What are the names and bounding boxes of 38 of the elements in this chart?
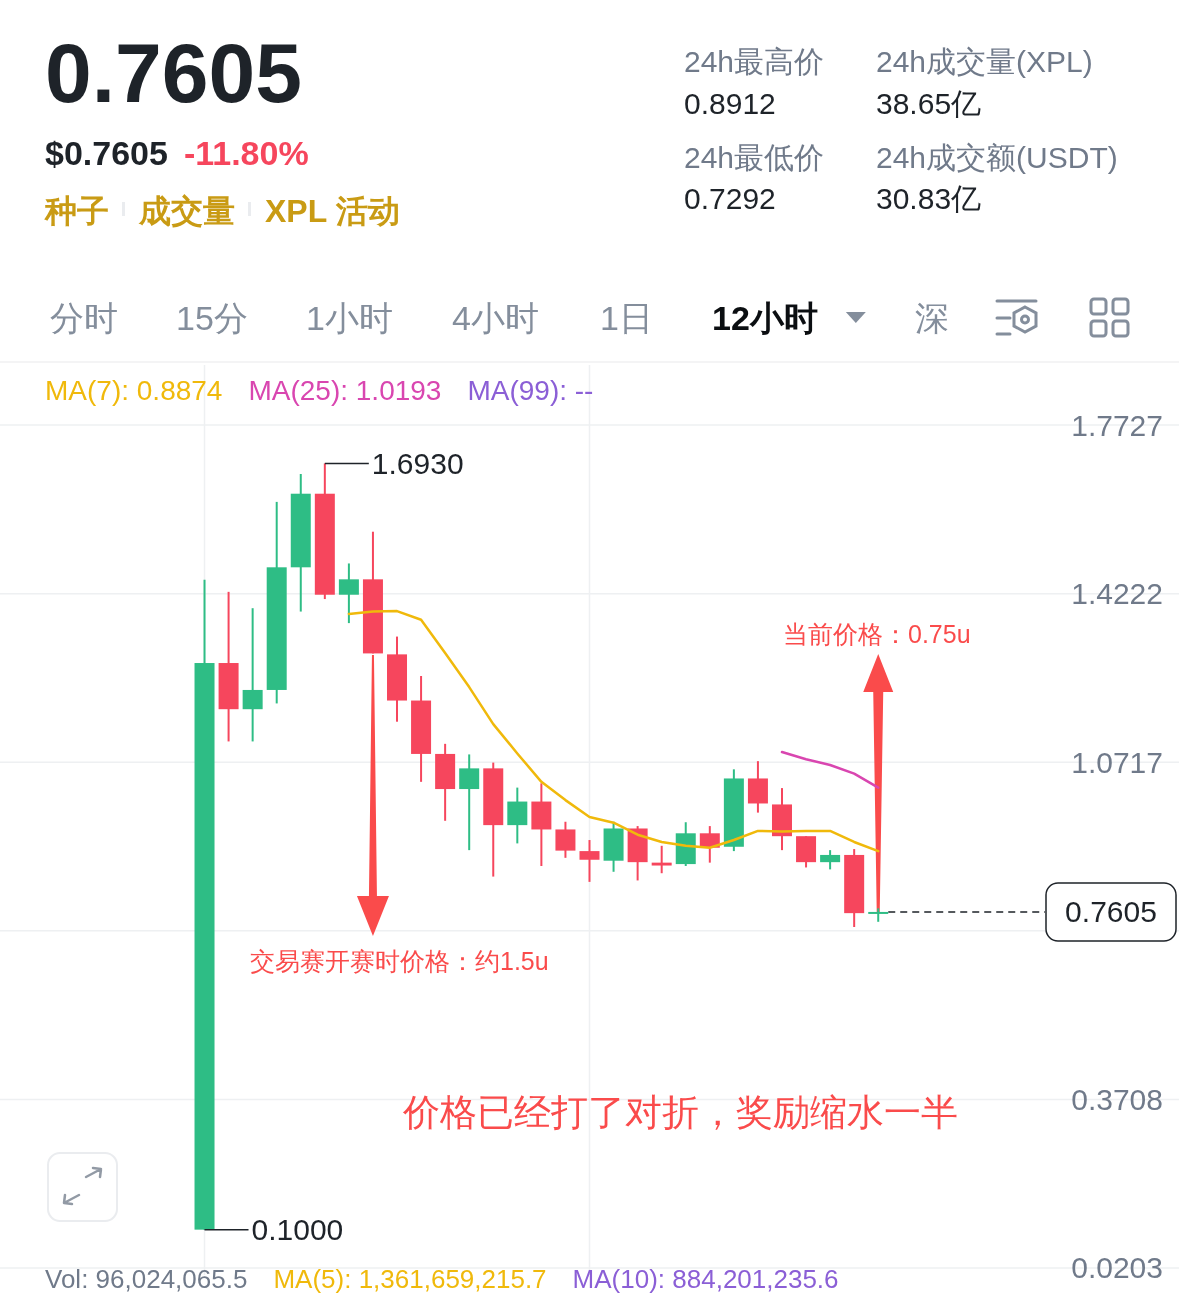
text: 24h最高价: [684, 45, 825, 78]
y-tick-label: 1.7727: [1071, 408, 1163, 442]
text: 种子: [44, 193, 109, 229]
text: XPL 活动: [265, 193, 400, 229]
annotation: MA(5): 1,361,659,215.7: [273, 1264, 547, 1294]
y-tick-label: 1.0717: [1071, 745, 1163, 779]
title: 0.7605: [45, 26, 302, 120]
text: 1小时: [306, 299, 393, 337]
annotation: MA(10): 884,201,235.6: [572, 1264, 839, 1294]
text: $0.7605: [45, 134, 168, 172]
text: 38.65亿: [876, 87, 982, 120]
annotation: Vol: 96,024,065.5: [45, 1264, 248, 1294]
text: 30.83亿: [876, 182, 982, 215]
text: 4小时: [452, 299, 539, 337]
annotation: 交易赛开赛时价格：约1.5u: [250, 947, 549, 975]
text: 24h最低价: [684, 141, 825, 174]
annotation: 价格已经打了对折，奖励缩水一半: [402, 1092, 958, 1133]
legend: MA(7): 0.8874 MA(25): 1.0193 MA(99): --: [45, 375, 594, 406]
text: 12小时: [712, 299, 818, 337]
ref-line-label: 0.7605: [1065, 895, 1157, 929]
text: 24h成交量(XPL): [876, 45, 1093, 78]
y-tick-label: 0.3708: [1071, 1082, 1163, 1116]
annotation: 0.1000: [251, 1213, 344, 1247]
text: 0.8912: [684, 87, 776, 120]
extreme-marker: 1.6930: [324, 446, 464, 480]
y-tick-label: 0.0203: [1071, 1251, 1163, 1285]
extreme-marker: 0.1000: [203, 1213, 344, 1247]
text: 1日: [600, 299, 653, 337]
text: -11.80%: [183, 134, 309, 172]
y-tick-label: 1.4222: [1071, 577, 1163, 611]
text: 深: [915, 299, 949, 337]
text: 24h成交额(USDT): [876, 141, 1118, 174]
text: 成交量: [138, 193, 235, 229]
annotation: 1.6930: [371, 446, 464, 480]
text: 分时: [50, 299, 118, 337]
text: 0.7292: [684, 182, 776, 215]
text: 15分: [176, 299, 248, 337]
annotation: 当前价格：0.75u: [783, 620, 971, 648]
